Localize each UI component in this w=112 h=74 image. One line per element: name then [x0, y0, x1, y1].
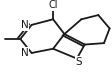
Text: S: S	[75, 57, 81, 67]
Text: N: N	[21, 20, 28, 30]
Text: N: N	[21, 48, 28, 58]
Text: Cl: Cl	[48, 0, 57, 10]
